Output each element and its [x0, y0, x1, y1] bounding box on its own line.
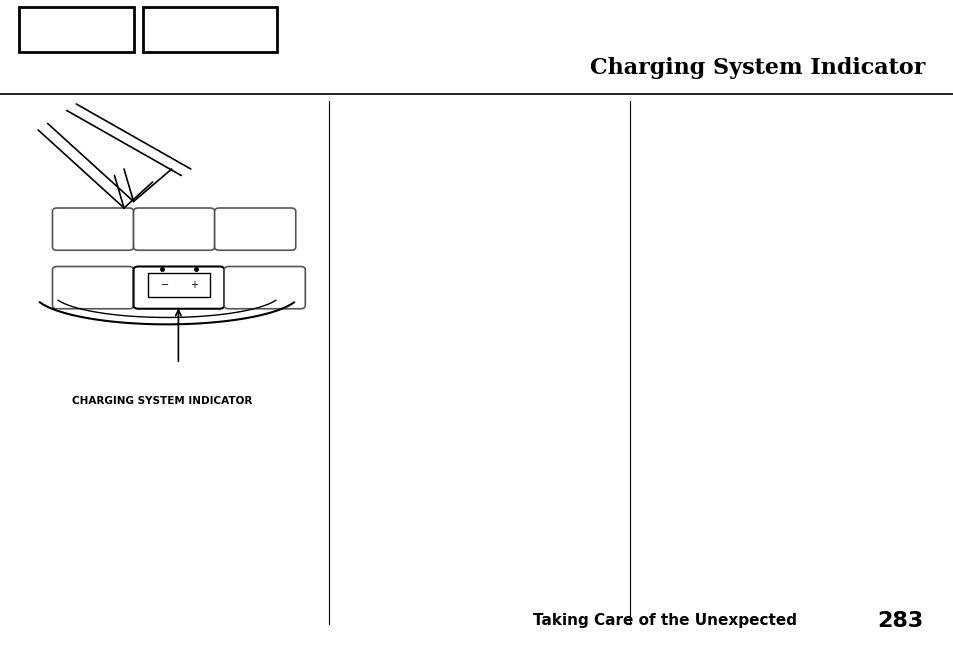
FancyBboxPatch shape [52, 266, 133, 309]
Text: +: + [190, 280, 197, 290]
FancyBboxPatch shape [19, 6, 133, 52]
Bar [148, 273, 210, 298]
Text: −: − [161, 280, 169, 290]
Text: Charging System Indicator: Charging System Indicator [589, 57, 924, 79]
FancyBboxPatch shape [133, 208, 214, 250]
FancyBboxPatch shape [133, 266, 224, 309]
FancyBboxPatch shape [52, 208, 133, 250]
Text: 283: 283 [877, 611, 923, 630]
FancyBboxPatch shape [214, 208, 295, 250]
Text: Taking Care of the Unexpected: Taking Care of the Unexpected [532, 613, 796, 629]
Text: CHARGING SYSTEM INDICATOR: CHARGING SYSTEM INDICATOR [71, 396, 253, 406]
FancyBboxPatch shape [143, 6, 276, 52]
FancyBboxPatch shape [224, 266, 305, 309]
